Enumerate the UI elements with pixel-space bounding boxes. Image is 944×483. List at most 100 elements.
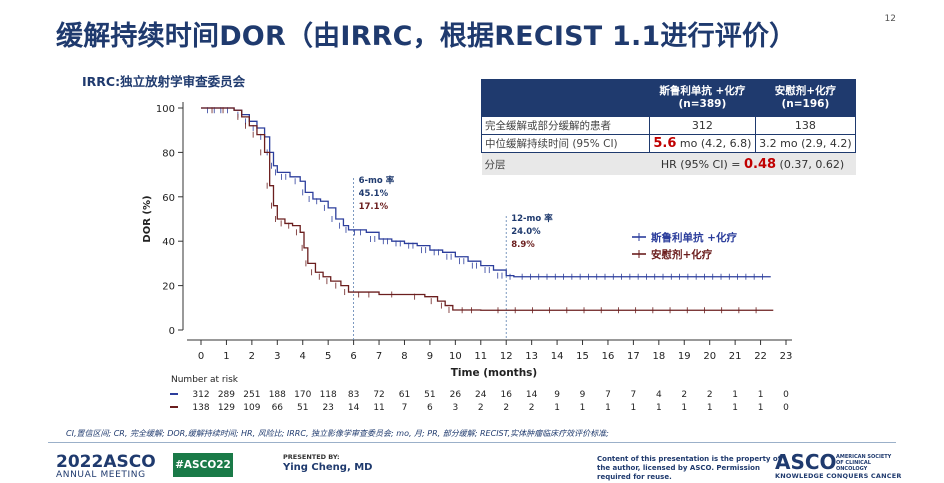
risk-count: 251 bbox=[243, 390, 260, 400]
risk-count: 1 bbox=[681, 403, 687, 413]
y-tick-label: 60 bbox=[162, 193, 175, 204]
risk-count: 188 bbox=[269, 390, 286, 400]
table-row: 完全缓解或部分缓解的患者 312 138 bbox=[481, 116, 857, 135]
annual-meeting-label: ANNUAL MEETING bbox=[56, 470, 146, 480]
x-tick-label: 3 bbox=[274, 351, 280, 362]
x-tick-label: 12 bbox=[500, 351, 513, 362]
risk-count: 72 bbox=[373, 390, 384, 400]
risk-count: 14 bbox=[526, 390, 538, 400]
y-tick-label: 20 bbox=[162, 282, 175, 293]
x-tick-label: 9 bbox=[427, 351, 433, 362]
presented-by-label: PRESENTED BY: bbox=[283, 453, 340, 461]
x-tick-label: 1 bbox=[223, 351, 229, 362]
risk-count: 170 bbox=[294, 390, 311, 400]
hashtag-badge: #ASCO22 bbox=[173, 453, 233, 477]
slide-number: 12 bbox=[884, 14, 896, 24]
annotation-title: 12-mo 率 bbox=[511, 213, 553, 224]
x-tick-label: 15 bbox=[576, 351, 589, 362]
x-tick-label: 23 bbox=[780, 351, 793, 362]
cell-responders-arm2: 138 bbox=[754, 116, 857, 135]
risk-count: 4 bbox=[656, 390, 662, 400]
risk-count: 26 bbox=[450, 390, 462, 400]
risk-count: 2 bbox=[503, 403, 509, 413]
y-axis-label: DOR (%) bbox=[142, 195, 153, 242]
series-line-1 bbox=[201, 107, 771, 278]
risk-count: 24 bbox=[475, 390, 487, 400]
annotation-value-arm2: 8.9% bbox=[511, 240, 535, 250]
x-axis-label: Time (months) bbox=[451, 367, 537, 379]
risk-count: 9 bbox=[580, 390, 586, 400]
table-row: 分层 HR (95% CI) = 0.48 (0.37, 0.62) bbox=[481, 152, 856, 175]
risk-count: 6 bbox=[427, 403, 433, 413]
risk-count: 1 bbox=[758, 403, 764, 413]
annotation-value-arm1: 24.0% bbox=[511, 227, 541, 237]
x-tick-label: 13 bbox=[525, 351, 538, 362]
risk-count: 23 bbox=[322, 403, 333, 413]
risk-count: 138 bbox=[192, 403, 209, 413]
risk-count: 51 bbox=[297, 403, 308, 413]
risk-count: 109 bbox=[243, 403, 260, 413]
risk-count: 66 bbox=[272, 403, 284, 413]
footnote: CI,置信区间; CR, 完全缓解; DOR,缓解持续时间; HR, 风险比; … bbox=[66, 429, 609, 438]
risk-count: 1 bbox=[707, 403, 713, 413]
risk-count: 1 bbox=[554, 403, 560, 413]
risk-count: 7 bbox=[631, 390, 637, 400]
median-dor-value-arm1: 5.6 bbox=[653, 136, 677, 151]
x-tick-label: 22 bbox=[754, 351, 767, 362]
x-tick-label: 5 bbox=[325, 351, 331, 362]
risk-count: 1 bbox=[732, 390, 738, 400]
risk-count: 118 bbox=[320, 390, 337, 400]
annotation-title: 6-mo 率 bbox=[359, 175, 395, 186]
x-tick-label: 7 bbox=[376, 351, 382, 362]
x-tick-label: 19 bbox=[678, 351, 691, 362]
cell-responders-arm1: 312 bbox=[649, 116, 756, 135]
risk-count: 61 bbox=[399, 390, 410, 400]
series-line-2 bbox=[201, 107, 774, 311]
cell-median-arm1: 5.6 mo (4.2, 6.8) bbox=[649, 134, 756, 153]
x-tick-label: 17 bbox=[627, 351, 640, 362]
y-tick-label: 0 bbox=[169, 326, 175, 337]
table-header-arm1: 斯鲁利单抗 +化疗 (n=389) bbox=[649, 79, 756, 117]
median-dor-ci-arm1: mo (4.2, 6.8) bbox=[676, 137, 752, 150]
slide-subtitle: IRRC:独立放射学审查委员会 bbox=[82, 74, 246, 89]
risk-count: 1 bbox=[758, 390, 764, 400]
y-tick-label: 80 bbox=[162, 148, 175, 159]
presenter-name: Ying Cheng, MD bbox=[283, 462, 373, 473]
risk-count: 289 bbox=[218, 390, 235, 400]
risk-table-title: Number at risk bbox=[171, 375, 239, 385]
x-tick-label: 11 bbox=[474, 351, 487, 362]
legend-label-1: 斯鲁利单抗 +化疗 bbox=[651, 231, 737, 244]
legend-label-2: 安慰剂+化疗 bbox=[651, 248, 713, 261]
x-tick-label: 18 bbox=[652, 351, 665, 362]
risk-count: 83 bbox=[348, 390, 359, 400]
x-tick-label: 8 bbox=[401, 351, 407, 362]
x-tick-label: 4 bbox=[300, 351, 306, 362]
risk-count: 2 bbox=[478, 403, 484, 413]
row-label-stratified: 分层 bbox=[481, 152, 650, 175]
risk-count: 51 bbox=[424, 390, 435, 400]
asco-logo: ASCO bbox=[775, 450, 837, 474]
x-tick-label: 16 bbox=[602, 351, 615, 362]
risk-count: 0 bbox=[783, 403, 789, 413]
risk-count: 0 bbox=[783, 390, 789, 400]
risk-count: 9 bbox=[554, 390, 560, 400]
asco-tagline: KNOWLEDGE CONQUERS CANCER bbox=[775, 472, 902, 480]
asco-meeting-logo: 2022ASCO bbox=[56, 452, 156, 472]
risk-count: 2 bbox=[681, 390, 687, 400]
risk-count: 1 bbox=[732, 403, 738, 413]
risk-count: 1 bbox=[656, 403, 662, 413]
hazard-ratio-value: 0.48 bbox=[743, 156, 777, 172]
x-tick-label: 21 bbox=[729, 351, 742, 362]
risk-count: 2 bbox=[707, 390, 713, 400]
risk-count: 1 bbox=[580, 403, 586, 413]
risk-count: 1 bbox=[605, 403, 611, 413]
risk-count: 129 bbox=[218, 403, 235, 413]
risk-count: 312 bbox=[192, 390, 209, 400]
row-label-responders: 完全缓解或部分缓解的患者 bbox=[481, 116, 650, 135]
risk-count: 3 bbox=[452, 403, 458, 413]
x-tick-label: 6 bbox=[350, 351, 356, 362]
risk-count: 14 bbox=[348, 403, 360, 413]
y-tick-label: 100 bbox=[156, 104, 175, 115]
table-header-blank bbox=[481, 79, 650, 117]
